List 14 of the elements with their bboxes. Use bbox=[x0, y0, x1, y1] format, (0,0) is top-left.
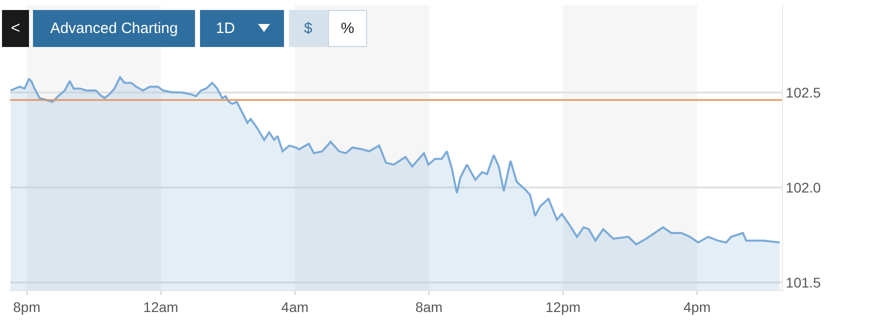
x-tick-label: 8am bbox=[415, 298, 443, 315]
annotation: < bbox=[10, 20, 20, 37]
y-tick-label: 102.0 bbox=[786, 179, 822, 196]
annotation: $ bbox=[304, 20, 313, 37]
annotation: 1D bbox=[216, 20, 236, 37]
x-tick-label: 12am bbox=[143, 298, 178, 315]
y-tick-label: 102.5 bbox=[786, 84, 822, 100]
x-tick-label: 8pm bbox=[13, 298, 40, 315]
x-tick-label: 4am bbox=[281, 298, 309, 315]
annotation: Advanced Charting bbox=[50, 20, 178, 37]
x-tick-label: 4pm bbox=[683, 298, 711, 315]
annotation: % bbox=[340, 20, 354, 37]
y-tick-label: 101.5 bbox=[786, 274, 822, 290]
x-tick-label: 12pm bbox=[546, 298, 581, 315]
